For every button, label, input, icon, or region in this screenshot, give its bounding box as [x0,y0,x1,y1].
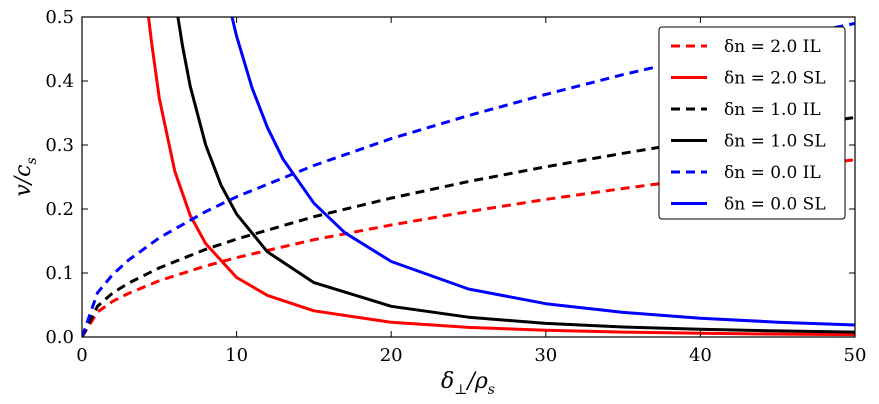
y-tick-label: 0.4 [45,71,74,92]
series-line-3 [176,17,855,334]
legend-label-4: δn = 0.0 IL [724,163,821,183]
legend-label-2: δn = 1.0 IL [724,100,821,120]
plot-frame [81,16,856,338]
ticks-layer: 0 10 20 30 40 50 0.0 0.1 0.2 0.3 0.4 0.5 [45,7,866,366]
x-tick-label: 40 [689,345,712,366]
y-tick-label: 0.0 [45,327,74,348]
y-tick-label: 0.1 [45,263,74,284]
series-line-1 [147,17,855,337]
y-tick-label: 0.3 [45,135,74,156]
legend: δn = 2.0 IL δn = 2.0 SL δn = 1.0 IL δn = 1.… [658,26,846,220]
legend-label-5: δn = 0.0 SL [724,195,826,215]
y-tick-label: 0.2 [45,199,74,220]
legend-label-1: δn = 2.0 SL [724,69,826,89]
legend-label-0: δn = 2.0 IL [724,37,821,57]
legend-label-3: δn = 1.0 SL [724,132,826,152]
x-tick-label: 0 [76,345,87,366]
series-line-0 [82,158,855,337]
x-tick-label: 50 [844,345,867,366]
x-axis-label: δ⊥/ρs [441,369,495,398]
x-tick-label: 20 [380,345,403,366]
y-axis-label: v/cs [11,157,40,196]
y-tick-label: 0.5 [45,7,74,28]
series-line-5 [230,17,855,327]
x-tick-label: 30 [534,345,557,366]
x-tick-label: 10 [225,345,248,366]
